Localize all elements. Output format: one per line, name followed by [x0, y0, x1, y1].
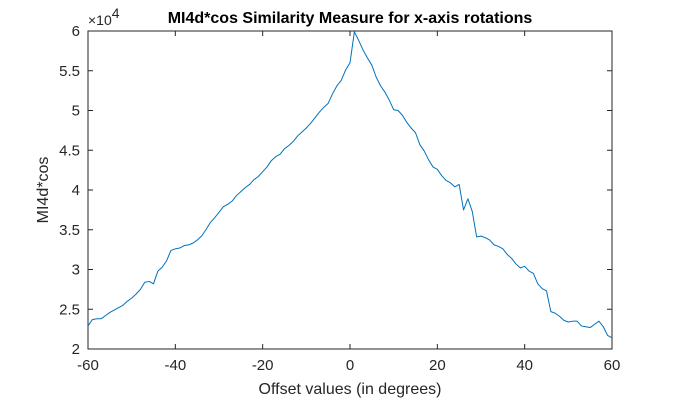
y-axis-label: MI4d*cos	[35, 157, 52, 224]
y-exponent-label: ×104	[88, 5, 120, 28]
series-line-0	[87, 31, 613, 339]
y-exponent-power: 4	[112, 5, 120, 21]
x-tick-label: -20	[252, 357, 274, 374]
y-tick-label: 3.5	[59, 222, 80, 239]
y-exponent-base: ×10	[88, 12, 112, 28]
y-tick-label: 2	[72, 341, 80, 358]
y-tick-label: 6	[72, 23, 80, 40]
x-tick-label: 60	[604, 357, 621, 374]
y-tick-label: 5	[72, 103, 80, 120]
x-tick-label: 20	[429, 357, 446, 374]
y-tick-label: 4	[72, 182, 80, 199]
plot-area	[87, 30, 613, 350]
chart-title: MI4d*cos Similarity Measure for x-axis r…	[168, 10, 533, 27]
series-group	[87, 31, 613, 339]
x-tick-label: 0	[346, 357, 354, 374]
y-tick-label: 3	[72, 262, 80, 279]
y-ticks: 2 2.5 3 3.5 4 4.5 5 5.5 6	[59, 23, 612, 358]
x-axis-label: Offset values (in degrees)	[259, 381, 442, 398]
y-tick-label: 4.5	[59, 142, 80, 159]
x-ticks: -60 -40 -20 0 20 40 60	[77, 31, 620, 374]
x-tick-label: 40	[516, 357, 533, 374]
x-tick-label: -60	[77, 357, 99, 374]
x-tick-label: -40	[164, 357, 186, 374]
y-tick-label: 5.5	[59, 63, 80, 80]
y-tick-label: 2.5	[59, 301, 80, 318]
